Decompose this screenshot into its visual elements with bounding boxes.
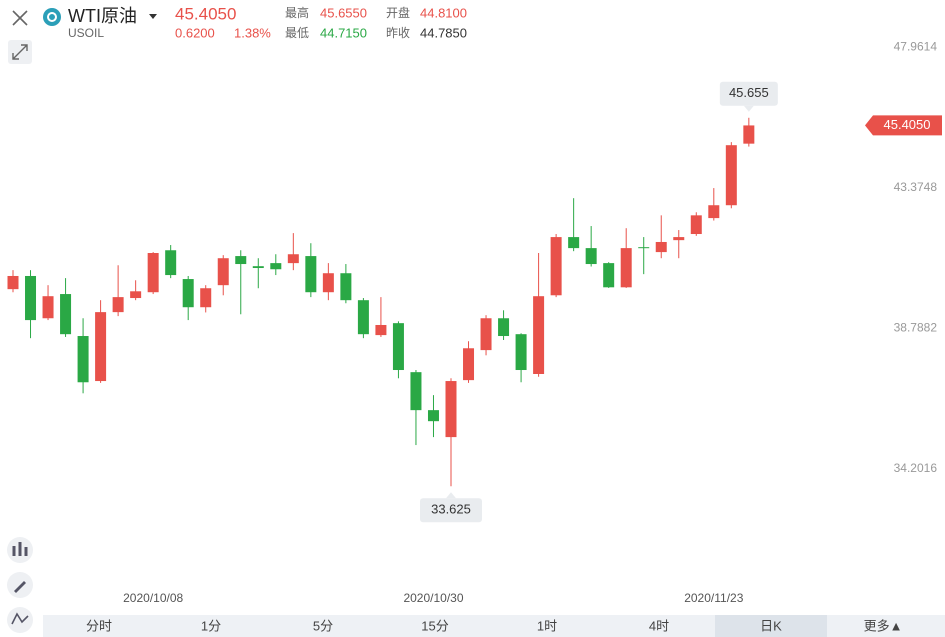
price: 45.4050	[175, 4, 236, 23]
low-label: 最低	[285, 26, 309, 40]
candle-body	[568, 237, 580, 249]
candle-body	[25, 275, 37, 321]
tab[interactable]: 15分	[421, 618, 448, 633]
low-value: 44.7150	[320, 25, 367, 40]
candle-body	[7, 275, 19, 290]
candle-body	[655, 241, 667, 253]
symbol-code: USOIL	[68, 26, 104, 40]
candle-body	[550, 237, 562, 296]
close-button[interactable]	[12, 10, 28, 26]
candle-body	[60, 294, 72, 335]
candle-body	[375, 324, 387, 336]
min-annotation-pointer	[446, 492, 456, 499]
candle-body	[515, 334, 527, 371]
tab[interactable]: 4时	[649, 618, 669, 633]
candle-body	[147, 253, 159, 293]
tab[interactable]: 日K	[760, 618, 782, 633]
collapse-button[interactable]	[8, 40, 32, 64]
x-tick-label: 2020/10/30	[403, 591, 463, 605]
change-pct: 1.38%	[234, 25, 271, 40]
high-value: 45.6550	[320, 5, 367, 20]
open-value: 44.8100	[420, 5, 467, 20]
y-tick-label: 38.7882	[894, 320, 938, 334]
symbol-logo	[43, 8, 61, 26]
tab[interactable]: 5分	[313, 618, 333, 633]
candle-body	[200, 288, 212, 308]
candle-body	[112, 297, 124, 313]
min-annotation-box	[420, 498, 482, 523]
max-annotation-pointer	[743, 105, 754, 112]
candle-body	[533, 296, 545, 374]
candle-body	[95, 312, 107, 382]
candle-body	[427, 410, 439, 422]
high-label: 最高	[285, 5, 309, 20]
candle-body	[305, 256, 317, 293]
candle-body	[182, 279, 194, 308]
prev-close-label: 昨收	[386, 26, 410, 40]
candle-body	[217, 258, 229, 286]
y-tick-label: 43.3748	[894, 180, 938, 194]
max-annotation: 45.655	[729, 85, 769, 100]
candle-body	[585, 248, 597, 265]
candle-body	[322, 273, 334, 293]
symbol-logo-mark	[47, 12, 57, 22]
candle-body	[392, 323, 404, 371]
tool-icon[interactable]	[7, 607, 33, 633]
max-annotation-box	[719, 81, 778, 106]
candle-body	[42, 296, 54, 319]
change: 0.6200	[175, 25, 215, 40]
candle-body	[708, 205, 720, 219]
candle-body	[743, 125, 755, 144]
min-annotation: 33.625	[431, 502, 471, 517]
tab-active-bg	[715, 615, 827, 637]
candle-body	[620, 248, 632, 288]
candle-body	[638, 247, 650, 249]
tab[interactable]: 1时	[537, 618, 557, 633]
candle-body	[357, 300, 369, 335]
candle-body	[410, 372, 422, 411]
symbol-name: WTI原油	[68, 6, 137, 26]
candle-body	[130, 291, 142, 299]
candle-body	[690, 215, 702, 235]
last-price-label: 45.4050	[884, 117, 931, 132]
y-tick-label: 34.2016	[894, 461, 938, 475]
candle-body	[463, 348, 475, 381]
prev-close-value: 44.7850	[420, 25, 467, 40]
candle-body	[498, 318, 510, 337]
x-tick-label: 2020/10/08	[123, 591, 183, 605]
tab[interactable]: 分时	[86, 618, 112, 633]
candle-body	[77, 336, 89, 383]
candle-body	[235, 256, 247, 265]
candle-body	[725, 145, 737, 206]
tool-icon[interactable]	[7, 572, 33, 598]
candle-body	[673, 237, 685, 241]
candle-body	[287, 254, 299, 264]
tab[interactable]: 更多▲	[864, 618, 903, 633]
x-tick-label: 2020/11/23	[684, 591, 743, 605]
candle-body	[165, 250, 177, 276]
candle-body	[603, 263, 615, 288]
candle-body	[252, 266, 264, 269]
candle-body	[480, 318, 492, 351]
candle-body	[270, 263, 282, 270]
y-tick-label: 47.9614	[894, 39, 938, 53]
symbol-dropdown[interactable]	[149, 14, 157, 19]
candle-body	[340, 273, 352, 301]
tab[interactable]: 1分	[201, 618, 221, 633]
last-price-tag	[865, 115, 942, 136]
tool-icon[interactable]	[7, 537, 33, 563]
candle-body	[445, 381, 457, 438]
open-label: 开盘	[386, 5, 410, 20]
